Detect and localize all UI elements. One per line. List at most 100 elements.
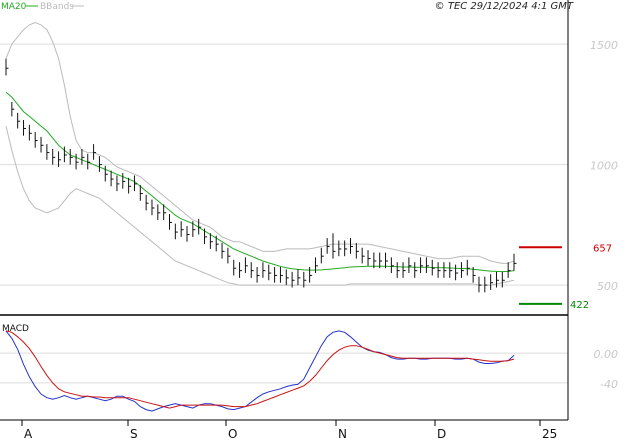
- macd-title: MACD: [2, 324, 29, 334]
- y-axis-background: [568, 0, 627, 440]
- price-bar: [215, 235, 219, 252]
- price-bar: [437, 262, 441, 278]
- price-bar: [157, 204, 161, 221]
- price-bar: [507, 262, 511, 278]
- price-bar: [244, 257, 248, 274]
- price-bar: [256, 267, 260, 283]
- price-bar: [338, 240, 342, 257]
- price-bar: [373, 252, 377, 269]
- level-label: 422: [570, 300, 589, 311]
- price-bar: [98, 156, 102, 172]
- price-bar: [75, 153, 79, 170]
- price-bar: [484, 276, 488, 293]
- price-bar: [350, 238, 354, 254]
- price-bar: [355, 242, 359, 259]
- price-bar: [145, 194, 149, 211]
- bbands-lower-line: [5, 125, 515, 286]
- price-bar: [285, 269, 289, 286]
- price-bar: [390, 257, 394, 274]
- price-bar: [297, 269, 301, 286]
- price-tick-label: 500: [597, 280, 618, 293]
- price-bar: [133, 175, 137, 192]
- price-bar: [326, 238, 330, 254]
- price-bar: [478, 276, 482, 293]
- price-bar: [262, 262, 266, 278]
- price-bar: [402, 262, 406, 278]
- price-bar: [116, 175, 120, 192]
- price-bar: [344, 240, 348, 257]
- price-bar: [233, 259, 237, 276]
- price-bar: [396, 262, 400, 278]
- price-bar: [52, 148, 56, 165]
- price-bar: [128, 177, 132, 194]
- price-bar: [501, 271, 505, 288]
- price-bar: [466, 259, 470, 276]
- price-bar: [379, 252, 383, 269]
- copyright-text: © TEC 29/12/2024 4:1 GMT: [435, 1, 574, 12]
- price-tick-label: 1500: [590, 39, 618, 52]
- price-bar: [414, 262, 418, 278]
- price-bar: [34, 132, 38, 148]
- price-bar: [122, 173, 126, 189]
- price-bar: [58, 151, 62, 168]
- price-bar: [139, 185, 143, 201]
- price-bar: [239, 262, 243, 278]
- price-bar: [385, 252, 389, 269]
- price-bar: [460, 262, 464, 278]
- price-bar: [303, 271, 307, 288]
- price-bar: [28, 124, 32, 141]
- price-bar: [309, 267, 313, 283]
- x-tick-label: A: [24, 427, 33, 440]
- price-bar: [274, 267, 278, 283]
- price-bar: [408, 257, 412, 274]
- price-bar: [449, 262, 453, 278]
- price-bar: [63, 146, 67, 163]
- price-bar: [221, 242, 225, 259]
- price-bar: [314, 257, 318, 274]
- price-bar: [250, 262, 254, 278]
- macd-tick-label: 0.00: [594, 348, 619, 361]
- price-bar: [163, 204, 167, 221]
- price-bar: [291, 271, 295, 288]
- price-bar: [425, 257, 429, 274]
- x-tick-label: 25: [542, 427, 557, 440]
- x-tick-label: S: [130, 427, 138, 440]
- x-tick-label: D: [437, 427, 446, 440]
- price-bar: [11, 101, 15, 117]
- x-tick-label: O: [228, 427, 237, 440]
- price-bar: [110, 170, 114, 187]
- price-bar: [227, 247, 231, 264]
- price-bar: [104, 165, 108, 182]
- price-bar: [279, 267, 283, 283]
- price-bar: [93, 144, 97, 160]
- price-bar: [495, 271, 499, 288]
- price-bar: [455, 264, 459, 281]
- price-bar: [204, 228, 208, 245]
- level-label: 657: [593, 243, 612, 254]
- price-bar: [17, 112, 21, 129]
- price-bar: [431, 259, 435, 276]
- price-bar: [472, 267, 476, 283]
- price-bar: [513, 253, 517, 271]
- price-bar: [46, 144, 50, 160]
- ma20-line: [5, 91, 515, 273]
- price-bar: [320, 247, 324, 264]
- price-bar: [332, 233, 336, 259]
- price-bar: [87, 153, 91, 170]
- price-bar: [186, 226, 190, 242]
- price-bar: [443, 262, 447, 278]
- macd-signal-line: [5, 330, 515, 409]
- price-bar: [40, 136, 44, 153]
- price-bar: [198, 218, 202, 235]
- legend-ma20: MA20: [1, 2, 27, 12]
- price-bar: [367, 250, 371, 266]
- legend-bbands: BBands: [40, 2, 74, 12]
- price-bar: [174, 223, 178, 240]
- price-bar: [23, 120, 27, 136]
- x-tick-label: N: [338, 427, 347, 440]
- price-bar: [151, 199, 155, 216]
- price-bar: [81, 148, 85, 165]
- price-bar: [209, 233, 213, 249]
